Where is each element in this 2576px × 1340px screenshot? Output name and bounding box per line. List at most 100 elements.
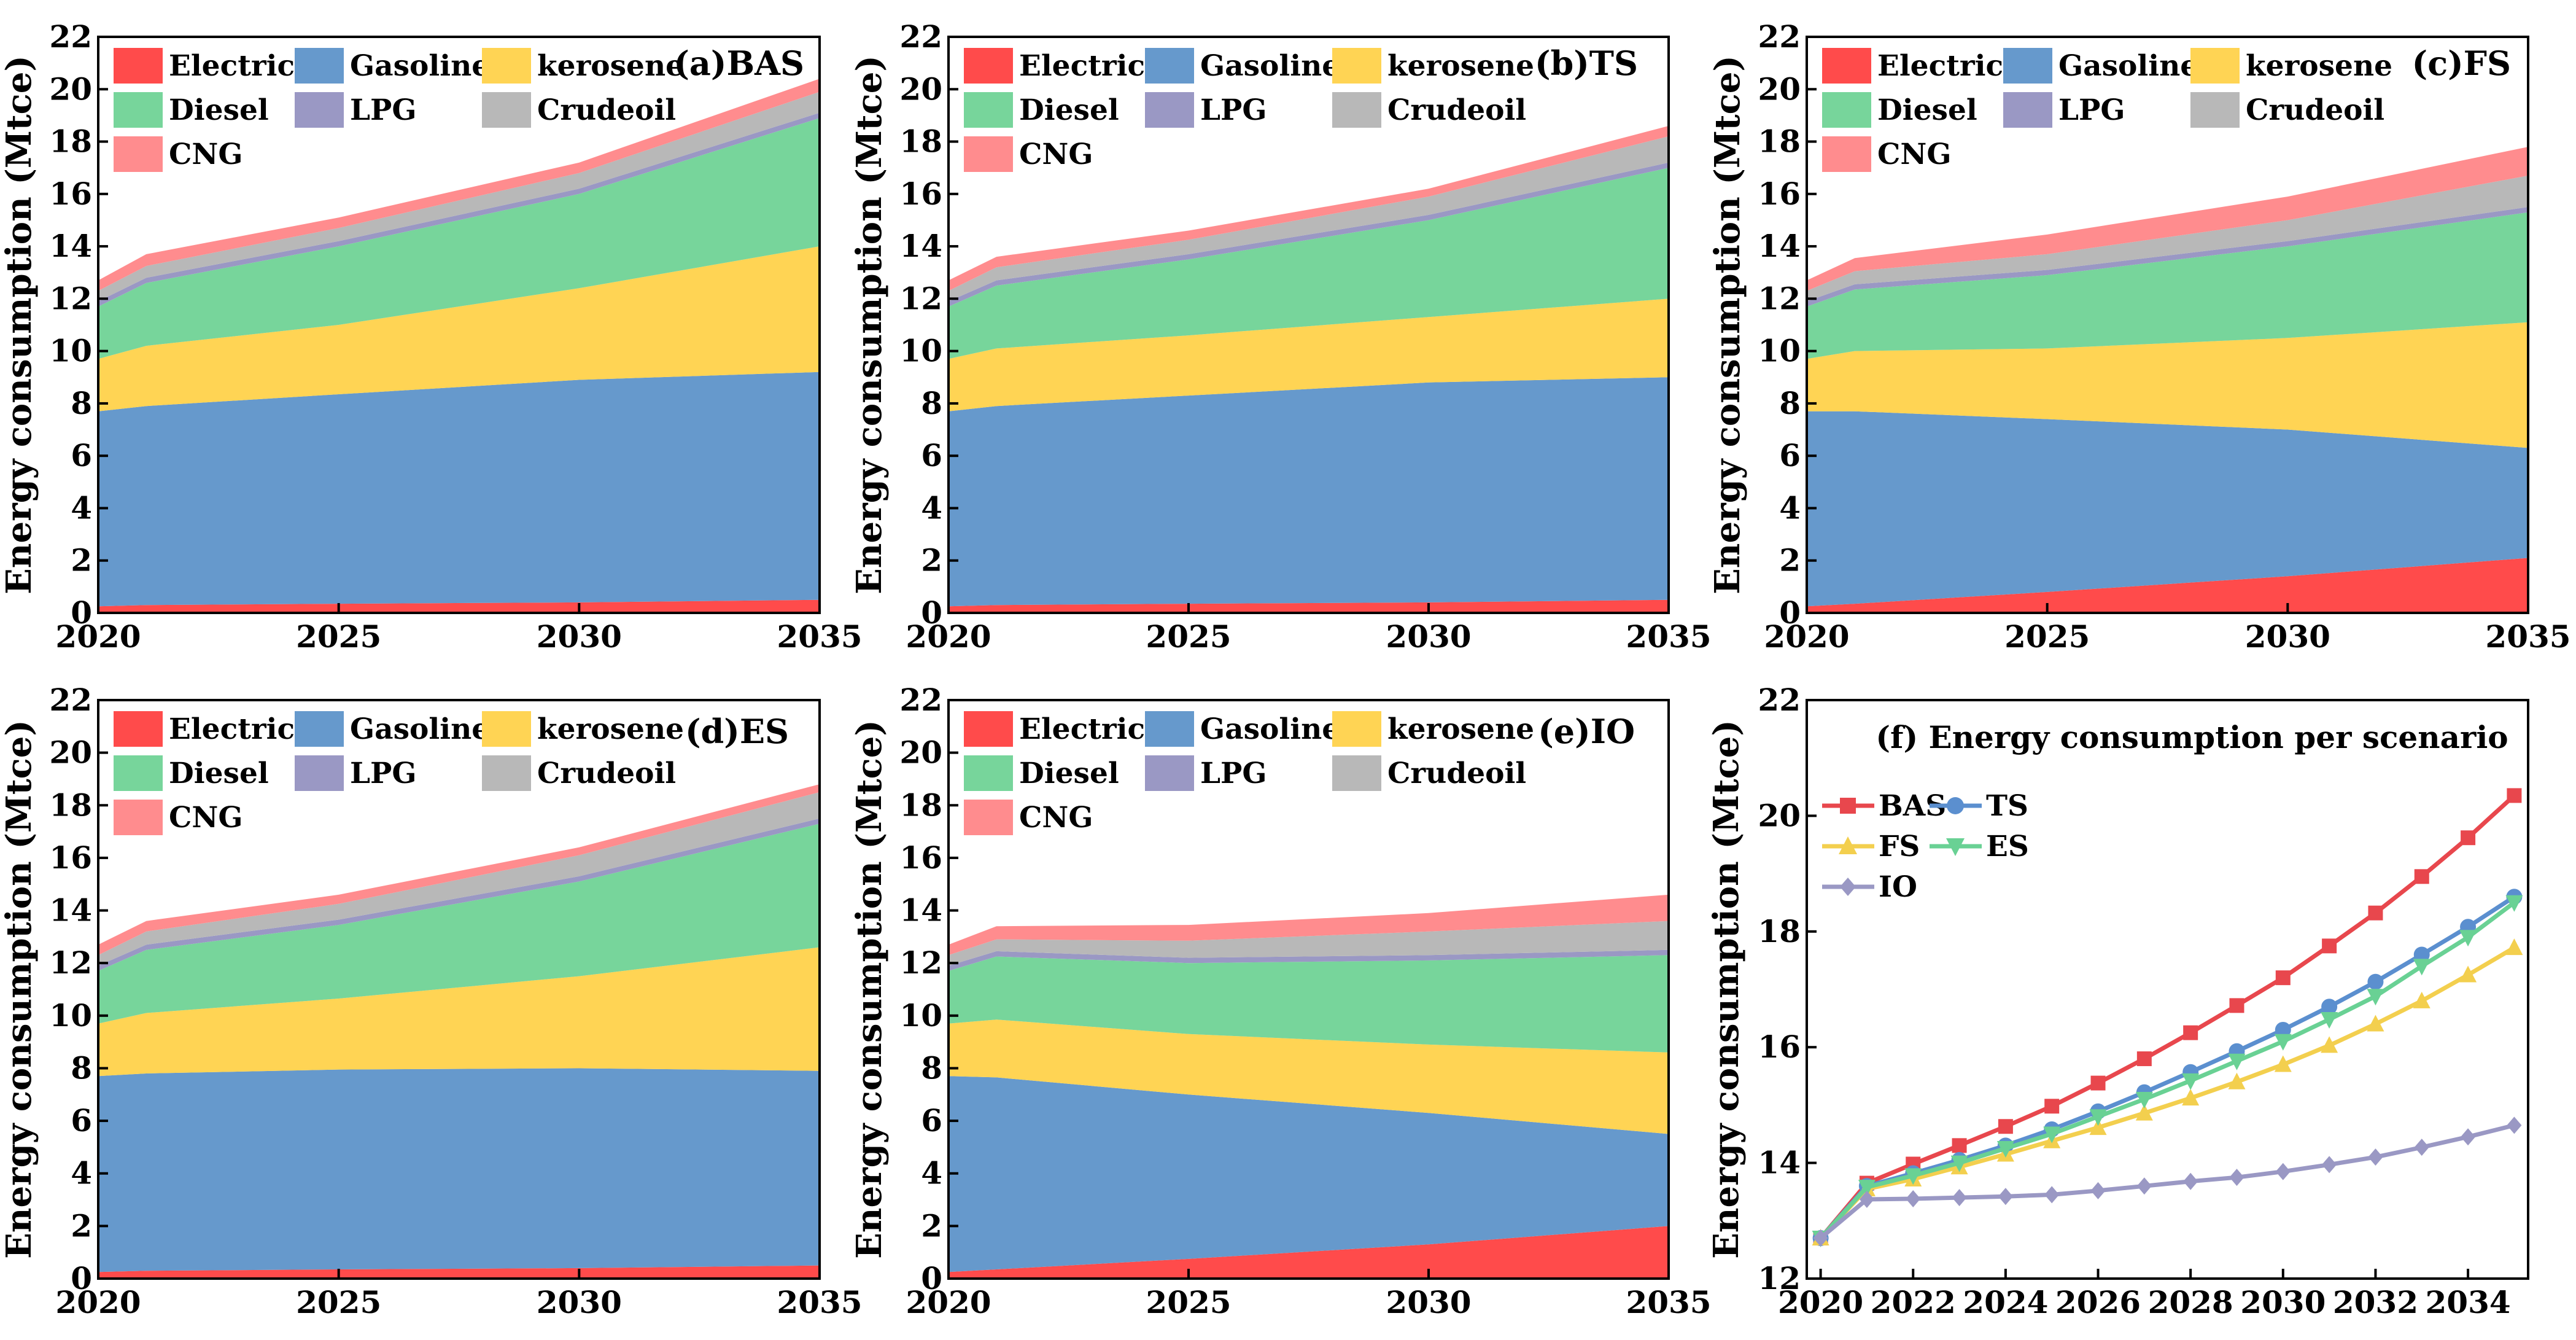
y-tick-label: 20 — [49, 734, 92, 771]
y-tick-label: 0 — [71, 1260, 92, 1296]
point-bas — [1952, 1138, 1967, 1153]
panel-title: (d)ES — [685, 712, 789, 751]
y-tick-label: 22 — [49, 18, 92, 55]
x-tick-label: 2020 — [55, 1284, 141, 1320]
y-axis-label: Energy consumption (Mtce) — [849, 55, 890, 594]
area-lpg — [949, 162, 1669, 307]
legend-label: Diesel — [1877, 93, 1977, 127]
legend-swatch-kerosene — [482, 711, 531, 747]
panel-d: 0 2 4 6 8 10 12 14 16 18 20 22 2020 2025 2030 2035 Energ… — [0, 682, 863, 1320]
y-tick-label: 16 — [1758, 176, 1801, 212]
x-tick-label: 2025 — [1146, 618, 1231, 655]
area-crudeoil — [98, 792, 820, 966]
panel-a: 0 2 4 6 8 10 12 14 16 18 20 22 2020 2025 2030 2035 Energ… — [0, 18, 863, 655]
legend-label: Crudeoil — [1387, 93, 1526, 127]
panel-c: 0 2 4 6 8 10 12 14 16 18 20 22 2020 2025 2030 2035 Energ… — [1707, 18, 2571, 655]
y-tick-label: 12 — [899, 280, 942, 316]
y-tick-label: 14 — [1758, 1145, 1801, 1181]
point-fs — [2413, 991, 2431, 1008]
point-ts — [2367, 973, 2384, 990]
legend-label: LPG — [350, 93, 417, 127]
area-crudeoil — [949, 921, 1669, 966]
y-tick-label: 8 — [71, 385, 92, 421]
legend-marker-es — [1946, 838, 1965, 856]
legend-swatch-kerosene — [1332, 48, 1381, 84]
point-es — [2413, 959, 2431, 976]
area-gasoline — [98, 1068, 820, 1272]
panel-e: 0 2 4 6 8 10 12 14 16 18 20 22 2020 2025 2030 2035 Energ… — [849, 682, 1712, 1320]
legend-swatch-diesel — [114, 92, 163, 128]
y-tick-label: 22 — [49, 682, 92, 718]
legend-swatch-lpg — [295, 755, 344, 791]
series-ts — [1812, 889, 2523, 1247]
legend-label: LPG — [2058, 93, 2125, 127]
x-tick-label: 2025 — [296, 618, 381, 655]
legend-swatch-kerosene — [1332, 711, 1381, 747]
point-bas — [2044, 1099, 2060, 1114]
area-gasoline — [949, 377, 1669, 607]
area-electricity — [949, 1226, 1669, 1279]
y-tick-label: 6 — [921, 1102, 942, 1139]
y-tick-label: 6 — [71, 1102, 92, 1139]
axes-frame — [947, 36, 1670, 614]
legend-label: CNG — [1019, 138, 1093, 171]
point-io — [1813, 1229, 1828, 1247]
point-es — [1904, 1168, 1922, 1185]
y-tick-label: 20 — [899, 71, 942, 107]
x-tick-label: 2035 — [777, 1284, 862, 1320]
legend-swatch-electricity — [114, 711, 163, 747]
y-tick-label: 18 — [1758, 913, 1801, 949]
x-tick-label: 2030 — [2245, 618, 2330, 655]
x-tick-label: 2028 — [2148, 1284, 2233, 1320]
y-tick-label: 10 — [899, 997, 942, 1034]
point-bas — [1998, 1119, 2013, 1134]
area-gasoline — [98, 372, 820, 607]
point-es — [2135, 1091, 2153, 1108]
point-es — [2228, 1053, 2246, 1070]
y-tick-label: 16 — [899, 839, 942, 876]
legend-label: IO — [1879, 870, 1917, 904]
point-io — [1952, 1189, 1967, 1207]
series-io — [1813, 1116, 2522, 1247]
y-tick-label: 16 — [49, 176, 92, 212]
point-io — [2461, 1128, 2476, 1146]
area-gasoline — [1807, 411, 2528, 607]
point-fs — [2505, 938, 2523, 956]
y-tick-label: 6 — [1779, 437, 1801, 473]
legend-label: Crudeoil — [537, 93, 676, 127]
y-tick-label: 18 — [899, 123, 942, 160]
legend-swatch-cng — [964, 800, 1013, 835]
y-tick-label: 20 — [1758, 71, 1801, 107]
point-io — [2136, 1177, 2152, 1195]
area-diesel — [949, 955, 1669, 1053]
y-tick-label: 12 — [899, 945, 942, 981]
point-es — [2089, 1109, 2107, 1126]
point-ts — [2321, 999, 2338, 1015]
y-tick-label: 16 — [899, 176, 942, 212]
point-io — [1998, 1188, 2013, 1206]
x-tick-label: 2020 — [906, 618, 991, 655]
legend-swatch-diesel — [114, 755, 163, 791]
point-io — [1859, 1190, 1874, 1208]
y-tick-label: 2 — [921, 1207, 942, 1244]
legend-label: Crudeoil — [2246, 93, 2384, 127]
legend-label: Gasoline — [2058, 49, 2198, 83]
y-tick-label: 18 — [1758, 123, 1801, 160]
point-fs — [2274, 1055, 2292, 1072]
point-es — [1858, 1180, 1876, 1197]
point-bas — [2229, 998, 2244, 1013]
legend-label: kerosene — [1387, 712, 1534, 746]
x-tick-label: 2025 — [2004, 618, 2090, 655]
axes-frame — [1806, 699, 2529, 1280]
area-diesel — [949, 168, 1669, 359]
y-tick-label: 12 — [49, 280, 92, 316]
x-tick-label: 2035 — [2485, 618, 2570, 655]
y-tick-label: 22 — [899, 682, 942, 718]
area-diesel — [98, 118, 820, 359]
y-tick-label: 2 — [1779, 542, 1801, 578]
legend-swatch-lpg — [1145, 92, 1194, 128]
